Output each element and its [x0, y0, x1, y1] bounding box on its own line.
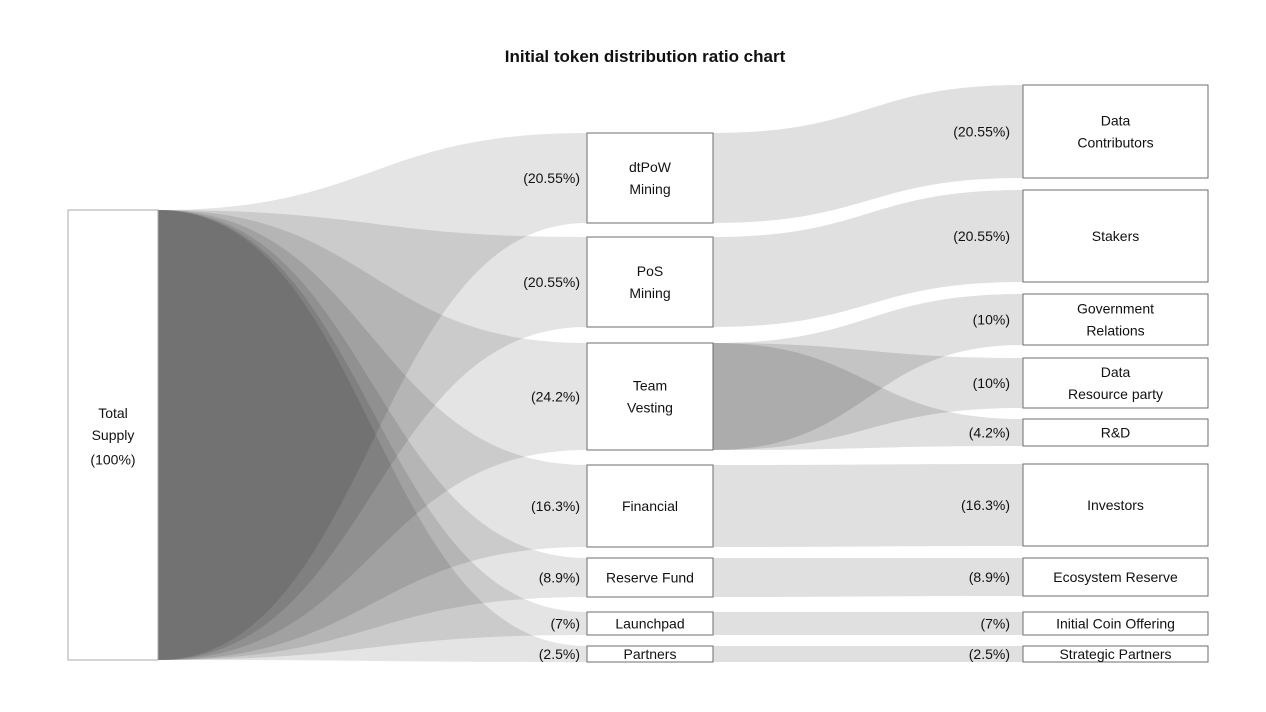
- percent-label-rnd: (4.2%): [969, 425, 1010, 441]
- node-label-partners-line1: Partners: [624, 646, 677, 662]
- node-label-data_resource_party-line1: Data: [1101, 364, 1131, 380]
- flow-ribbon-reserve_fund-to-ecosystem_reserve: [713, 558, 1023, 597]
- node-box-data_resource_party: [1022, 357, 1209, 409]
- flow-ribbon-team_vesting-to-government_relations: [713, 294, 1023, 450]
- node-box-strategic_partners: [1022, 645, 1209, 663]
- percent-label-partners: (2.5%): [539, 646, 580, 662]
- flow-ribbon-pos_mining-to-stakers: [713, 190, 1023, 327]
- flow-ribbon-total_supply-to-launchpad: [158, 210, 587, 660]
- percent-label-dtpow_mining: (20.55%): [523, 170, 580, 186]
- node-box-stakers: [1022, 189, 1209, 283]
- node-label-pos_mining-line1: PoS: [637, 263, 663, 279]
- flow-ribbon-dtpow_mining-to-data_contributors: [713, 85, 1023, 223]
- percent-label-strategic_partners: (2.5%): [969, 646, 1010, 662]
- percent-label-financial: (16.3%): [531, 498, 580, 514]
- percent-label-team_vesting: (24.2%): [531, 389, 580, 405]
- node-label-ecosystem_reserve-line1: Ecosystem Reserve: [1053, 569, 1178, 585]
- node-label-government_relations-line1: Government: [1077, 301, 1154, 317]
- node-label-data_resource_party-line2: Resource party: [1068, 386, 1163, 402]
- percent-label-ecosystem_reserve: (8.9%): [969, 569, 1010, 585]
- labels-layer: Total Supply (100%) dtPoW Mining (20.55%) PoS M…: [90, 113, 1178, 663]
- percent-label-reserve_fund: (8.9%): [539, 570, 580, 586]
- node-box-partners: [586, 645, 714, 663]
- flow-ribbon-total_supply-to-reserve_fund: [158, 210, 587, 660]
- node-box-initial_coin_offering: [1022, 611, 1209, 636]
- flow-ribbon-total_supply-to-pos_mining: [158, 210, 587, 660]
- flow-ribbon-total_supply-to-financial: [158, 210, 587, 660]
- node-box-financial: [586, 464, 714, 548]
- node-label-team_vesting-line2: Vesting: [627, 400, 673, 416]
- flow-ribbon-total_supply-to-team_vesting: [158, 210, 587, 660]
- node-label-total_supply-line3: (100%): [90, 452, 135, 468]
- flow-ribbon-team_vesting-to-rnd: [713, 343, 1023, 450]
- percent-label-launchpad: (7%): [550, 616, 580, 632]
- node-box-reserve_fund: [586, 557, 714, 598]
- node-label-launchpad-line1: Launchpad: [615, 616, 684, 632]
- node-label-rnd-line1: R&D: [1101, 425, 1131, 441]
- node-label-initial_coin_offering-line1: Initial Coin Offering: [1056, 616, 1175, 632]
- node-label-dtpow_mining-line2: Mining: [629, 181, 670, 197]
- percent-label-investors: (16.3%): [961, 497, 1010, 513]
- node-label-team_vesting-line1: Team: [633, 378, 667, 394]
- flow-ribbon-launchpad-to-initial_coin_offering: [713, 612, 1023, 635]
- node-label-data_contributors-line1: Data: [1101, 113, 1131, 129]
- node-label-total_supply-line2: Supply: [92, 427, 135, 443]
- flow-ribbon-total_supply-to-partners: [158, 210, 587, 662]
- node-box-data_contributors: [1022, 84, 1209, 179]
- flow-ribbons-layer: [158, 85, 1023, 662]
- node-box-government_relations: [1022, 293, 1209, 346]
- node-label-government_relations-line2: Relations: [1086, 323, 1144, 339]
- flow-ribbon-team_vesting-to-data_resource_party: [713, 343, 1023, 450]
- node-box-total_supply: [67, 209, 159, 661]
- node-label-strategic_partners-line1: Strategic Partners: [1059, 646, 1171, 662]
- percent-label-stakers: (20.55%): [953, 228, 1010, 244]
- node-box-pos_mining: [586, 236, 714, 328]
- node-label-pos_mining-line2: Mining: [629, 285, 670, 301]
- node-boxes-layer: [67, 84, 1209, 663]
- node-label-financial-line1: Financial: [622, 498, 678, 514]
- node-box-launchpad: [586, 611, 714, 636]
- percent-label-government_relations: (10%): [973, 312, 1010, 328]
- node-label-stakers-line1: Stakers: [1092, 228, 1139, 244]
- flow-ribbon-total_supply-to-dtpow_mining: [158, 133, 587, 660]
- node-label-investors-line1: Investors: [1087, 497, 1144, 513]
- node-box-rnd: [1022, 418, 1209, 447]
- percent-label-data_contributors: (20.55%): [953, 124, 1010, 140]
- node-label-total_supply-line1: Total: [98, 405, 128, 421]
- chart-title: Initial token distribution ratio chart: [505, 47, 786, 66]
- node-label-data_contributors-line2: Contributors: [1077, 135, 1153, 151]
- percent-label-initial_coin_offering: (7%): [980, 616, 1010, 632]
- node-box-ecosystem_reserve: [1022, 557, 1209, 597]
- node-label-dtpow_mining-line1: dtPoW: [629, 159, 672, 175]
- flow-ribbon-partners-to-strategic_partners: [713, 646, 1023, 662]
- node-box-dtpow_mining: [586, 132, 714, 224]
- percent-label-data_resource_party: (10%): [973, 375, 1010, 391]
- percent-label-pos_mining: (20.55%): [523, 274, 580, 290]
- node-box-team_vesting: [586, 342, 714, 451]
- flow-ribbon-financial-to-investors: [713, 464, 1023, 547]
- node-box-investors: [1022, 463, 1209, 547]
- node-label-reserve_fund-line1: Reserve Fund: [606, 570, 694, 586]
